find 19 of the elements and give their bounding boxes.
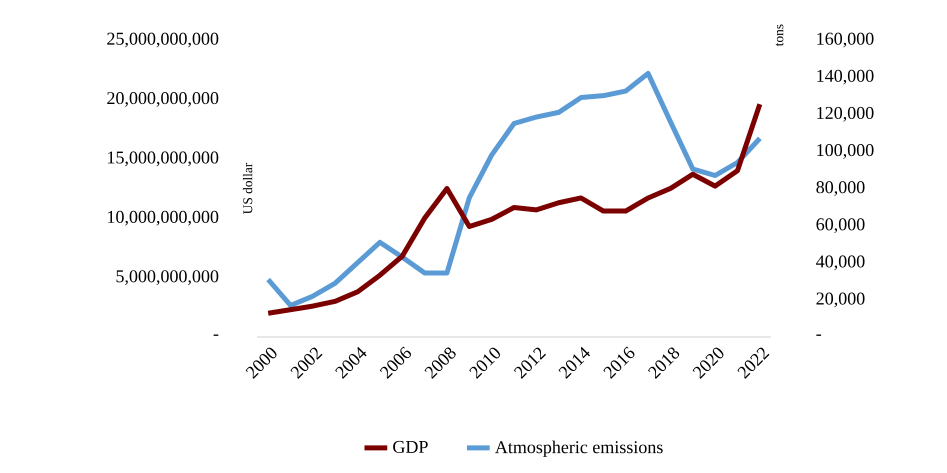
y2-tick-label: 40,000	[816, 255, 865, 270]
y2-tick-label: 120,000	[817, 106, 874, 122]
y2-tick-label: 140,000	[817, 70, 874, 84]
y-axis-title: US dollar	[242, 162, 252, 214]
y2-tick-label: 60,000	[816, 218, 865, 233]
y-tick-label: 10,000,000,000	[108, 210, 218, 226]
y-tick-label: 20,000,000,000	[107, 92, 218, 107]
y-tick-label: 5,000,000,000	[116, 270, 218, 285]
y-tick-label: 15,000,000,000	[108, 151, 218, 166]
y2-tick-label: 100,000	[817, 144, 874, 159]
y2-tick-label: -	[816, 334, 822, 336]
y-tick-label: 25,000,000,000	[107, 32, 218, 48]
y2-tick-label: 160,000	[817, 32, 874, 48]
legend-label: Atmospheric emissions	[495, 440, 663, 457]
y2-tick-label: 80,000	[816, 181, 865, 196]
y2-axis-title: tons	[776, 24, 784, 46]
y-tick-label: -	[214, 334, 218, 336]
y2-tick-label: 20,000	[816, 292, 865, 308]
legend-label: GDP	[393, 440, 428, 453]
